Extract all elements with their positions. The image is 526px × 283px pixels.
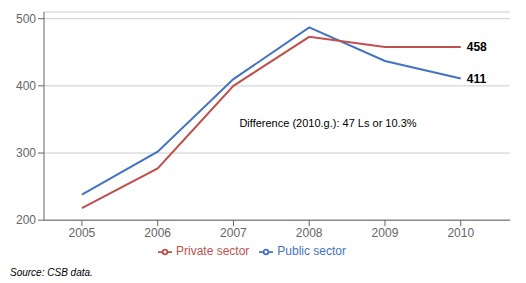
svg-text:458: 458 xyxy=(467,40,487,54)
svg-text:Difference (2010.g.): 47 Ls or: Difference (2010.g.): 47 Ls or 10.3% xyxy=(239,117,416,129)
svg-text:300: 300 xyxy=(16,146,36,160)
html-text:Private sector: Private sector xyxy=(176,244,250,259)
svg-text:400: 400 xyxy=(16,79,36,93)
svg-text:200: 200 xyxy=(16,213,36,227)
svg-text:2010: 2010 xyxy=(447,226,474,240)
svg-text:2009: 2009 xyxy=(372,226,399,240)
html-text:Public sector: Public sector xyxy=(277,244,346,259)
svg-text:2007: 2007 xyxy=(220,226,247,240)
svg-text:2006: 2006 xyxy=(144,226,171,240)
svg-text:2008: 2008 xyxy=(296,226,323,240)
html-text:Source: CSB data.: Source: CSB data. xyxy=(10,267,93,278)
svg-text:411: 411 xyxy=(467,72,487,86)
svg-text:2005: 2005 xyxy=(69,226,96,240)
svg-text:500: 500 xyxy=(16,12,36,26)
